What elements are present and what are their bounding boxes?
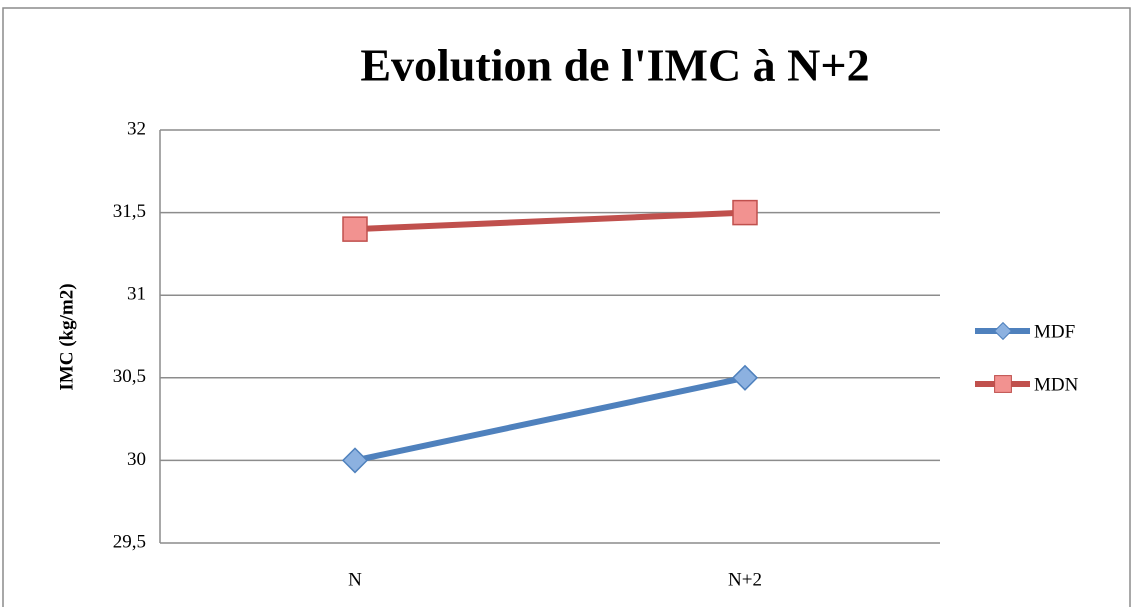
y-tick-label: 30	[127, 449, 146, 470]
legend-marker	[994, 375, 1012, 393]
data-point	[731, 364, 759, 391]
y-tick-label: 31,5	[113, 201, 146, 222]
x-tick-label: N+2	[728, 569, 762, 590]
legend-label: MDN	[1034, 374, 1079, 395]
y-tick-label: 29,5	[113, 531, 146, 552]
y-axis-label: IMC (kg/m2)	[56, 283, 77, 390]
chart-title: Evolution de l'IMC à N+2	[360, 40, 869, 91]
x-tick-label: N	[348, 569, 362, 590]
chart-frame	[2, 7, 1131, 607]
series-line	[354, 374, 746, 464]
legend-label: MDF	[1034, 321, 1075, 342]
data-point	[342, 216, 368, 242]
legend-marker	[993, 321, 1013, 341]
data-point	[341, 447, 369, 474]
y-tick-label: 31	[127, 284, 146, 305]
y-tick-label: 30,5	[113, 366, 146, 387]
data-point	[732, 199, 758, 226]
y-tick-label: 32	[127, 118, 146, 139]
series-line	[354, 209, 746, 233]
